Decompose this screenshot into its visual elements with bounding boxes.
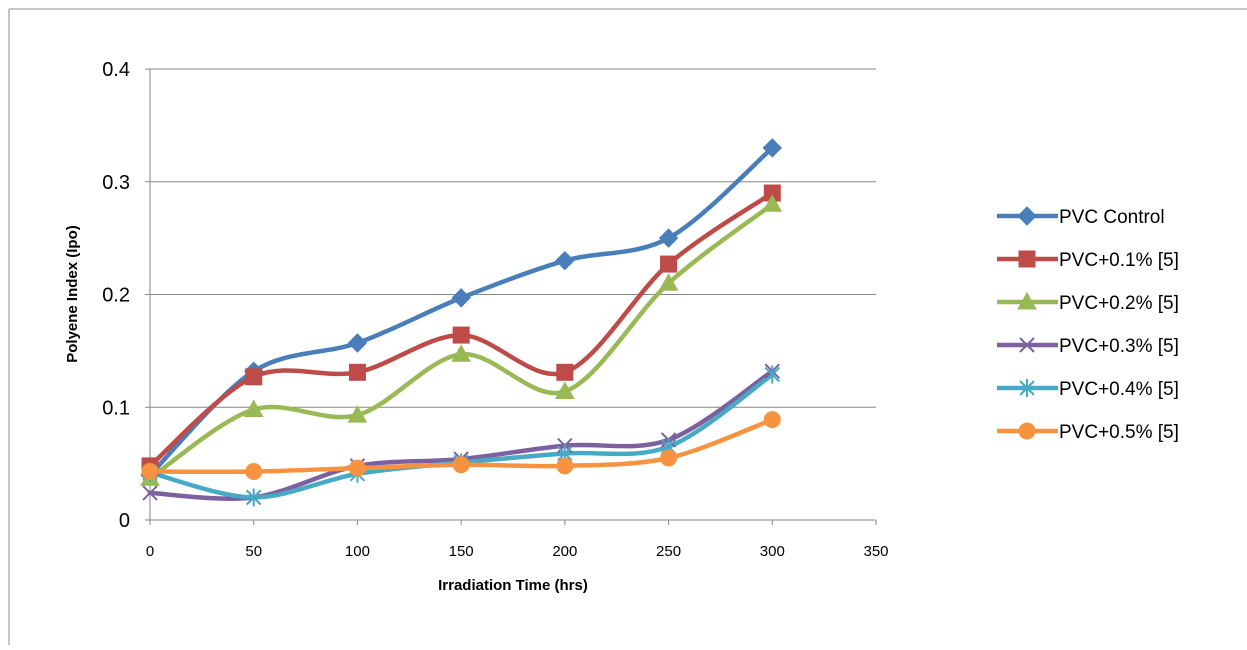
chart-frame [8, 8, 1247, 645]
legend-swatch-marker [1018, 422, 1036, 440]
legend-item-pvc-0-2-5: PVC+0.2% [5] [997, 291, 1179, 314]
data-point-pvc-0-4-5 [764, 365, 780, 384]
data-point-pvc-0-5-5 [245, 463, 263, 481]
x-tick-label: 150 [449, 543, 474, 560]
legend-swatch-marker [1019, 379, 1035, 397]
legend-swatch-marker [1017, 291, 1037, 310]
series-line-pvc-control [147, 145, 775, 478]
y-tick-label: 0.4 [102, 59, 130, 81]
legend-label: PVC+0.1% [5] [1059, 250, 1179, 271]
x-tick-label: 300 [760, 543, 785, 560]
legend: PVC Control PVC+0.1% [5] PVC+0.2% [5] PVC+0… [997, 206, 1179, 443]
marker-stroke [142, 485, 158, 501]
legend-item-pvc-0-5-5: PVC+0.5% [5] [997, 422, 1179, 443]
data-point-pvc-0-2-5 [243, 399, 264, 418]
data-point-pvc-0-1-5 [660, 255, 678, 273]
series-markers [140, 138, 783, 507]
data-point-pvc-control [347, 333, 368, 353]
x-tick-label: 100 [345, 543, 370, 560]
x-tick-label: 0 [146, 543, 154, 560]
data-point-pvc-control [762, 138, 782, 158]
data-point-pvc-0-2-5 [555, 381, 575, 399]
legend-label: PVC Control [1059, 207, 1165, 228]
x-tick-label: 200 [552, 543, 577, 560]
x-axis-title: Irradiation Time (hrs) [438, 577, 588, 594]
data-point-pvc-0-5-5 [763, 411, 781, 429]
y-tick-label: 0.3 [102, 172, 130, 194]
legend-swatch-marker [1018, 250, 1036, 268]
legend-swatch-marker [1019, 337, 1035, 353]
y-tick-label: 0.2 [102, 285, 130, 307]
data-point-pvc-0-4-5 [246, 488, 262, 507]
legend-label: PVC+0.2% [5] [1059, 293, 1179, 314]
legend-label: PVC+0.3% [5] [1059, 336, 1179, 357]
marker-stroke [1019, 337, 1035, 353]
x-tick-label: 50 [245, 543, 262, 560]
y-axis-title: Polyene Index (Ipo) [64, 225, 81, 363]
y-tick-label: 0 [119, 510, 130, 532]
x-tick-label: 250 [656, 543, 681, 560]
data-point-pvc-0-5-5 [348, 459, 366, 477]
legend-label: PVC+0.4% [5] [1059, 379, 1179, 400]
series-line-pvc-0-3-5 [147, 368, 775, 501]
y-tick-label: 0.1 [102, 397, 130, 419]
data-point-pvc-0-2-5 [762, 194, 783, 212]
legend-item-pvc-0-4-5: PVC+0.4% [5] [997, 379, 1179, 400]
legend-item-pvc-0-3-5: PVC+0.3% [5] [997, 336, 1179, 357]
data-point-pvc-0-1-5 [452, 326, 470, 344]
data-point-pvc-0-2-5 [658, 273, 679, 291]
data-point-pvc-0-1-5 [348, 363, 366, 381]
data-point-pvc-0-5-5 [660, 449, 678, 467]
data-point-pvc-0-5-5 [141, 463, 159, 481]
data-point-pvc-control [451, 288, 471, 308]
x-tick-label: 350 [863, 543, 888, 560]
data-point-pvc-0-2-5 [451, 344, 471, 362]
data-point-pvc-0-5-5 [452, 456, 470, 474]
legend-label: PVC+0.5% [5] [1059, 422, 1179, 443]
data-point-pvc-0-2-5 [347, 405, 368, 423]
data-point-pvc-0-1-5 [556, 363, 574, 381]
legend-item-pvc-0-1-5: PVC+0.1% [5] [997, 250, 1179, 271]
data-point-pvc-0-5-5 [556, 457, 574, 475]
data-point-pvc-control [555, 250, 575, 271]
legend-item-pvc-control: PVC Control [997, 206, 1165, 228]
data-point-pvc-0-3-5 [142, 485, 158, 501]
series-lines [147, 145, 775, 501]
data-point-pvc-0-1-5 [245, 368, 263, 386]
data-point-pvc-control [658, 228, 679, 248]
axes: 0 0.1 0.2 0.3 0.4 0 50 100 150 200 250 300 350 [102, 59, 888, 560]
legend-swatch-marker [1017, 206, 1037, 226]
